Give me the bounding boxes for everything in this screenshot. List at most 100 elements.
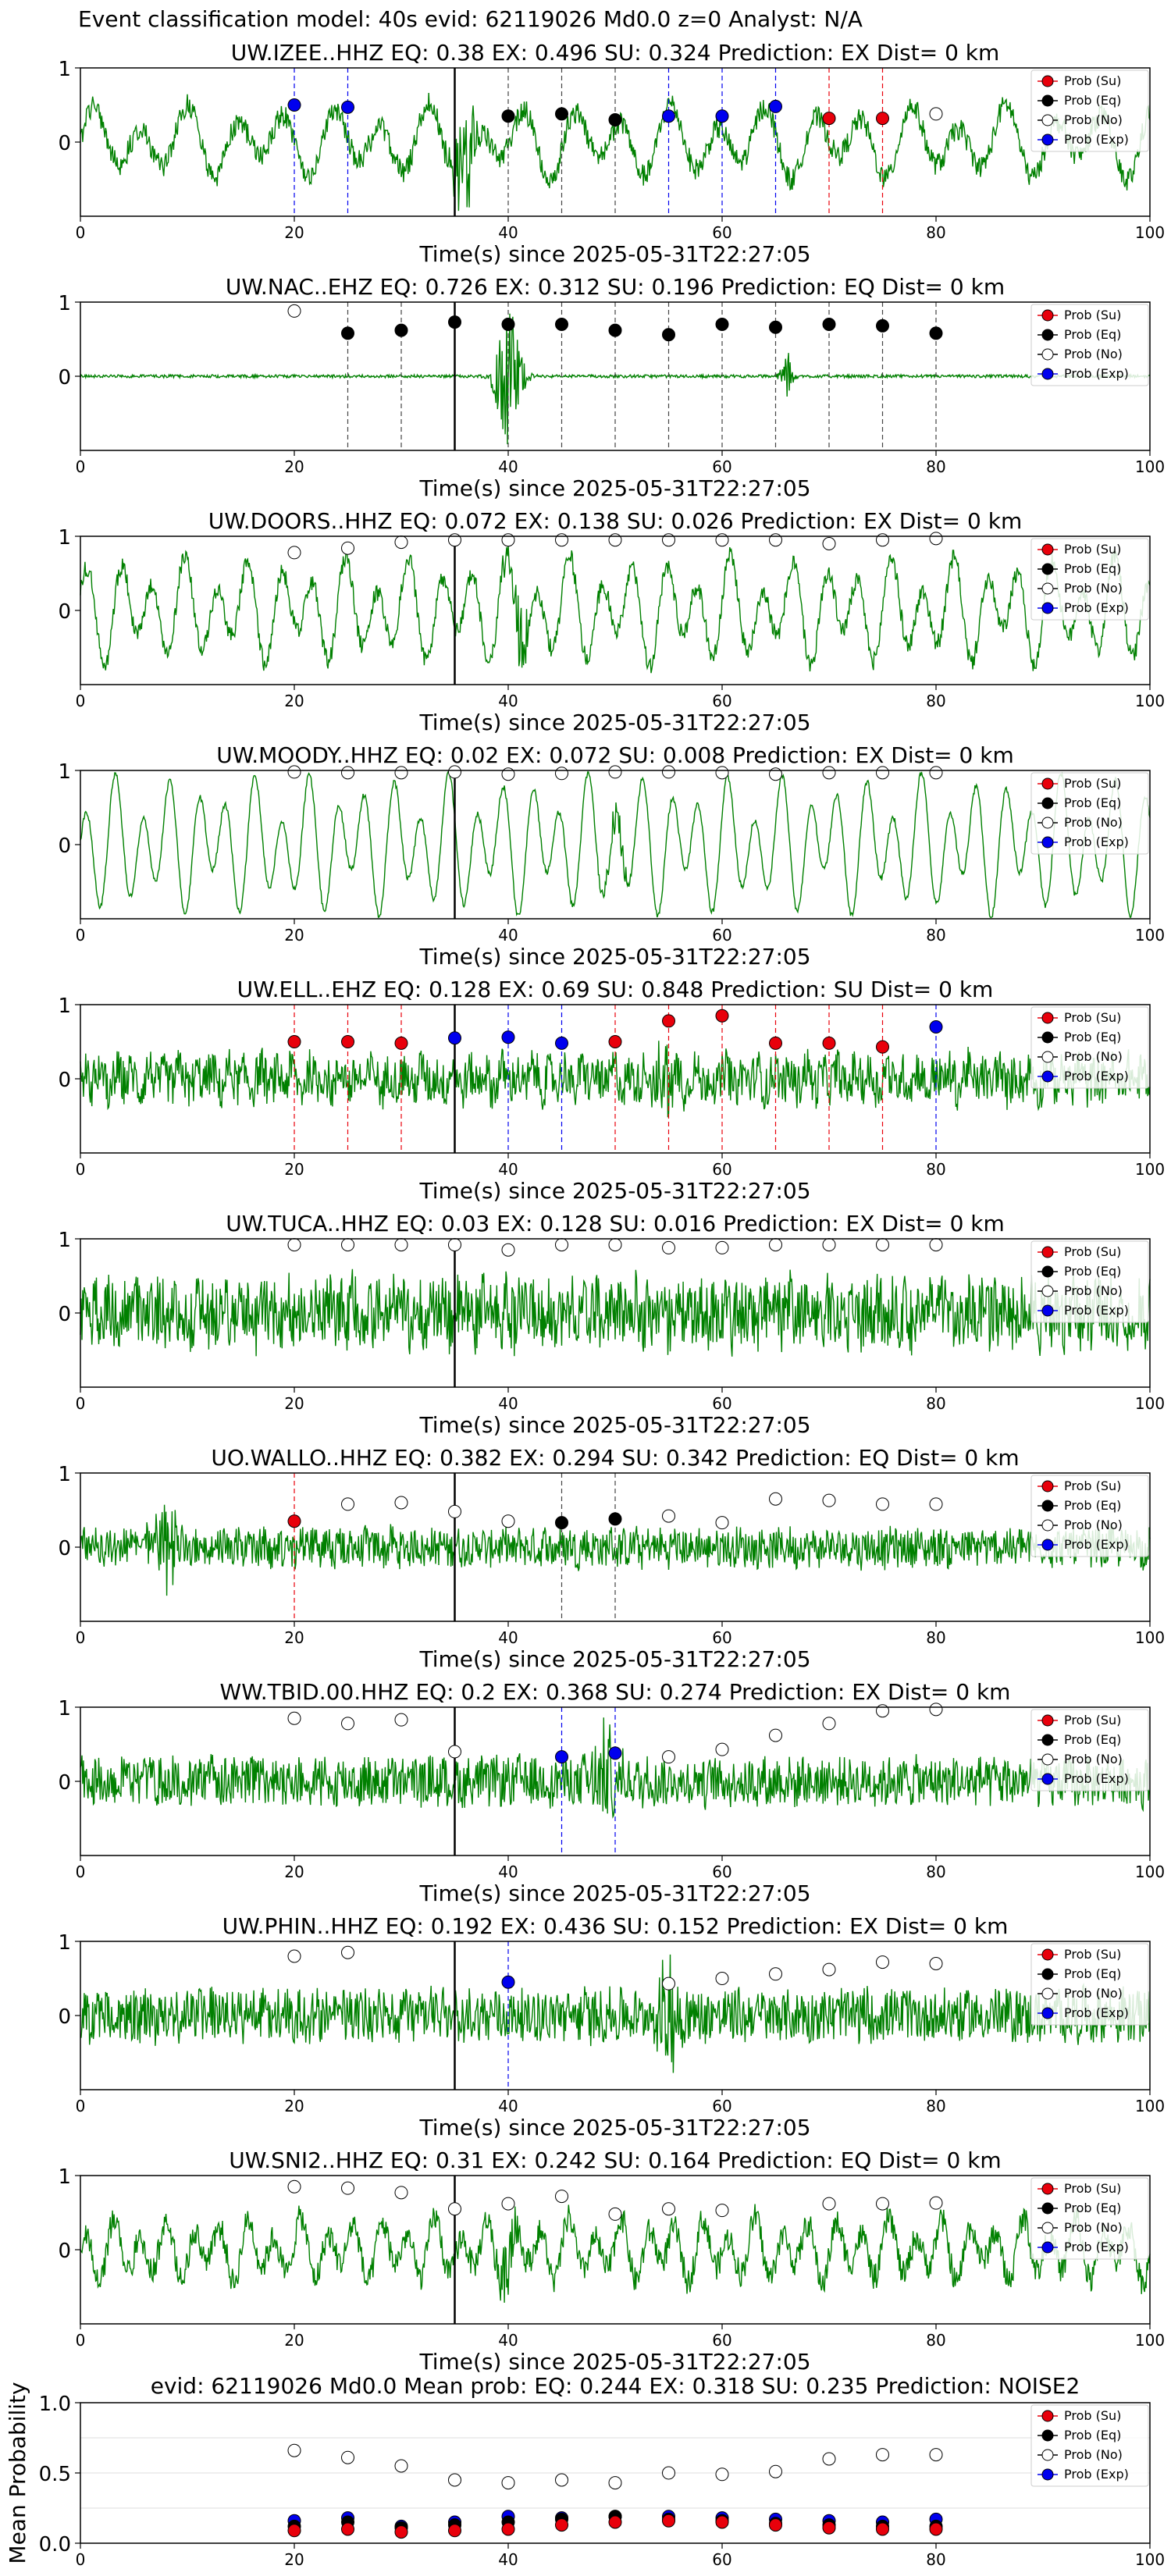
mean-prob-point-su [555, 2518, 568, 2532]
prob-point-no [769, 1728, 782, 1742]
prob-point-exp [715, 109, 729, 123]
prob-point-no [715, 1240, 729, 1254]
x-tick-label: 40 [498, 1628, 518, 1647]
panel-title: UO.WALLO..HHZ EQ: 0.382 EX: 0.294 SU: 0.… [211, 1445, 1019, 1471]
prob-point-no [769, 1238, 782, 1252]
waveform-trace [80, 1268, 1151, 1357]
x-axis: 0 20 40 60 80 100 [76, 216, 1165, 242]
prob-point-no [662, 1240, 675, 1254]
legend-label-su: Prob (Su) [1064, 1478, 1121, 1493]
legend-marker-no [1041, 1753, 1054, 1766]
x-tick-label: 100 [1135, 2331, 1165, 2350]
y-tick-label: 0 [58, 1069, 71, 1092]
legend-label-su: Prob (Su) [1064, 308, 1121, 322]
legend: Prob (Su) Prob (Eq) Prob (No) Prob (Exp) [1030, 304, 1149, 386]
legend-marker-exp [1041, 368, 1054, 380]
x-tick-label: 100 [1135, 2550, 1165, 2569]
summary-title: evid: 62119026 Md0.0 Mean prob: EQ: 0.24… [151, 2373, 1080, 2399]
prob-point-no [822, 537, 836, 550]
prob-point-no [394, 766, 408, 780]
mean-prob-point-su [822, 2521, 836, 2535]
legend-label-exp: Prob (Exp) [1064, 834, 1129, 849]
x-tick-label: 80 [926, 692, 945, 710]
prob-point-no [929, 1957, 943, 1970]
legend-label-eq: Prob (Eq) [1064, 1732, 1121, 1747]
prob-point-exp [501, 1030, 515, 1044]
legend-label-no: Prob (No) [1064, 112, 1123, 127]
panel-title: UW.SNI2..HHZ EQ: 0.31 EX: 0.242 SU: 0.16… [229, 2147, 1001, 2173]
prob-point-su [822, 1036, 836, 1050]
prob-point-no [501, 1514, 515, 1528]
x-tick-label: 80 [926, 457, 945, 476]
x-tick-label: 60 [712, 926, 731, 945]
prob-point-no [822, 1493, 836, 1507]
prob-point-su [769, 1036, 782, 1050]
x-tick-label: 60 [712, 2331, 731, 2350]
prob-point-no [929, 1238, 943, 1252]
prob-point-no [876, 1704, 889, 1718]
x-tick-label: 0 [76, 2097, 86, 2115]
prob-point-no [287, 546, 301, 560]
mean-prob-point-su [394, 2525, 408, 2539]
legend-marker-su [1041, 1714, 1054, 1727]
x-tick-label: 100 [1135, 2097, 1165, 2115]
legend-label-su: Prob (Su) [1064, 2408, 1121, 2423]
legend-marker-eq [1041, 1734, 1054, 1746]
waveform-trace [80, 1504, 1151, 1596]
legend-marker-exp [1041, 1773, 1054, 1785]
plot-frame [80, 770, 1151, 920]
station-panel: UO.WALLO..HHZ EQ: 0.382 EX: 0.294 SU: 0.… [58, 1445, 1151, 1672]
legend-label-no: Prob (No) [1064, 1986, 1123, 2001]
x-tick-label: 100 [1135, 1160, 1165, 1179]
prob-point-no [929, 532, 943, 546]
legend-label-exp: Prob (Exp) [1064, 2005, 1129, 2020]
legend-marker-su [1041, 1948, 1054, 1961]
y-tick-label: 0 [58, 1303, 71, 1326]
prob-point-no [287, 1711, 301, 1725]
x-axis: 0 20 40 60 80 100 [76, 685, 1165, 710]
prob-point-no [555, 2190, 568, 2204]
legend: Prob (Su) Prob (Eq) Prob (No) Prob (Exp) [1030, 2177, 1149, 2260]
legend-label-eq: Prob (Eq) [1064, 327, 1121, 342]
waveform-trace [80, 1954, 1151, 2073]
x-tick-label: 60 [712, 2097, 731, 2115]
y-tick-label: 1 [58, 526, 71, 550]
prob-point-no [341, 766, 354, 780]
station-panel: UW.ELL..EHZ EQ: 0.128 EX: 0.69 SU: 0.848… [58, 977, 1151, 1204]
legend-label-exp: Prob (Exp) [1064, 600, 1129, 615]
panel-title: WW.TBID.00.HHZ EQ: 0.2 EX: 0.368 SU: 0.2… [220, 1679, 1011, 1705]
prob-point-no [501, 1243, 515, 1257]
legend-label-eq: Prob (Eq) [1064, 2428, 1121, 2443]
y-tick-label: 0.0 [39, 2533, 71, 2556]
prob-point-no [448, 533, 461, 547]
prob-point-no [822, 2197, 836, 2211]
legend-label-eq: Prob (Eq) [1064, 1264, 1121, 1279]
legend-label-eq: Prob (Eq) [1064, 1498, 1121, 1513]
x-tick-label: 20 [284, 692, 304, 710]
mean-prob-point-no [769, 2464, 782, 2478]
legend-box [1030, 1943, 1149, 2026]
x-tick-label: 40 [498, 2550, 518, 2569]
x-tick-label: 100 [1135, 692, 1165, 710]
x-tick-label: 0 [76, 1863, 86, 1881]
legend-marker-exp [1041, 602, 1054, 614]
x-tick-label: 0 [76, 2550, 86, 2569]
x-axis-label: Time(s) since 2025-05-31T22:27:05 [418, 2115, 810, 2140]
x-tick-label: 40 [498, 457, 518, 476]
panel-title: UW.ELL..EHZ EQ: 0.128 EX: 0.69 SU: 0.848… [237, 977, 994, 1002]
x-tick-label: 0 [76, 1394, 86, 1413]
prob-point-su [394, 1036, 408, 1050]
legend-label-su: Prob (Su) [1064, 2181, 1121, 2196]
prob-point-no [929, 1497, 943, 1511]
x-axis-label: Time(s) since 2025-05-31T22:27:05 [418, 1178, 810, 1204]
x-tick-label: 80 [926, 926, 945, 945]
prob-point-no [662, 1509, 675, 1523]
mean-prob-point-su [608, 2515, 622, 2529]
prob-point-no [769, 1967, 782, 1981]
legend-label-no: Prob (No) [1064, 1752, 1123, 1767]
prob-point-no [448, 1238, 461, 1252]
legend-marker-exp [1041, 1539, 1054, 1551]
prob-point-no [448, 1504, 461, 1518]
prob-point-eq [448, 315, 461, 329]
